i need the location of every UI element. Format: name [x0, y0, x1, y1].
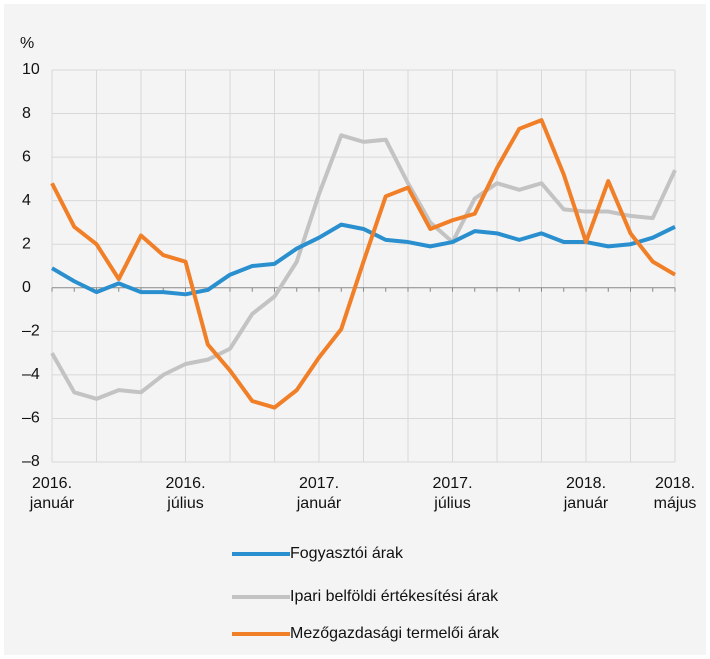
- y-tick-label: –8: [22, 453, 40, 470]
- background: [4, 4, 706, 655]
- series-line: [50, 133, 677, 401]
- x-tick-label: 2017. július: [432, 475, 472, 512]
- y-axis-label: %: [20, 35, 34, 52]
- y-tick-label: –4: [22, 366, 40, 383]
- x-tick-label: 2018. május: [654, 475, 697, 512]
- y-tick-label: 4: [22, 192, 31, 209]
- y-tick-label: –6: [22, 410, 40, 427]
- legend-label: Mezőgazdasági termelői árak: [290, 625, 500, 642]
- y-tick-label: –2: [22, 323, 40, 340]
- legend-label: Fogyasztói árak: [290, 545, 404, 562]
- y-tick-label: 6: [22, 148, 31, 165]
- x-tick-label: 2018. január: [563, 475, 609, 512]
- y-tick-label: 2: [22, 235, 31, 252]
- legend-label: Ipari belföldi értékesítési árak: [290, 588, 499, 605]
- series-line: [50, 222, 676, 297]
- y-tick-label: 8: [22, 105, 31, 122]
- x-tick-label: 2017. január: [296, 475, 342, 512]
- x-tick-label: 2016. január: [29, 475, 75, 512]
- x-tick-label: 2016. július: [165, 475, 205, 512]
- series-line: [50, 118, 677, 410]
- y-tick-label: 10: [22, 61, 40, 78]
- y-tick-label: 0: [22, 279, 31, 296]
